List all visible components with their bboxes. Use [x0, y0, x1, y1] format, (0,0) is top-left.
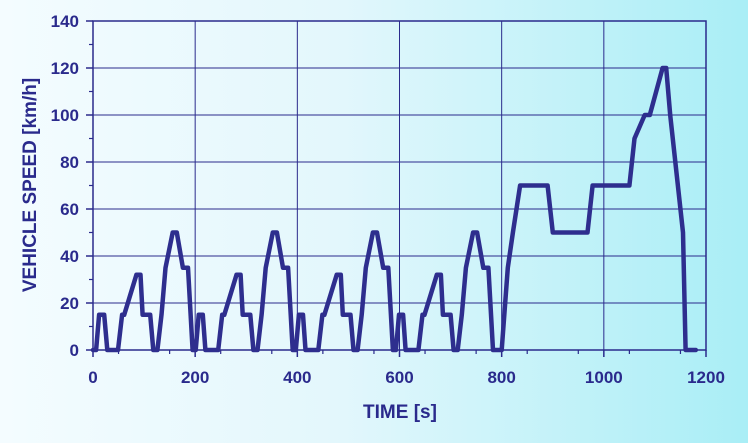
x-tick-label-1200: 1200: [687, 368, 725, 387]
x-axis-title: TIME [s]: [363, 402, 437, 423]
y-tick-label-20: 20: [60, 294, 79, 313]
y-tick-label-0: 0: [70, 341, 79, 360]
series-layer: [90, 65, 699, 353]
y-tick-label-40: 40: [60, 247, 79, 266]
x-tick-label-800: 800: [487, 368, 515, 387]
tick-marks: [86, 20, 707, 357]
y-axis-title: VEHICLE SPEED [km/h]: [20, 78, 41, 292]
x-tick-labels: 0 200 400 600 800 1000 1200: [88, 368, 725, 387]
y-tick-label-140: 140: [51, 12, 79, 31]
y-tick-label-60: 60: [60, 200, 79, 219]
y-tick-label-120: 120: [51, 59, 79, 78]
x-tick-label-400: 400: [283, 368, 311, 387]
x-tick-label-600: 600: [385, 368, 413, 387]
y-tick-labels: 0 20 40 60 80 100 120 140: [51, 12, 79, 360]
x-tick-label-200: 200: [181, 368, 209, 387]
y-tick-label-100: 100: [51, 106, 79, 125]
x-tick-label-1000: 1000: [585, 368, 623, 387]
y-tick-label-80: 80: [60, 153, 79, 172]
x-tick-label-0: 0: [88, 368, 97, 387]
series-line-0: [90, 65, 699, 353]
